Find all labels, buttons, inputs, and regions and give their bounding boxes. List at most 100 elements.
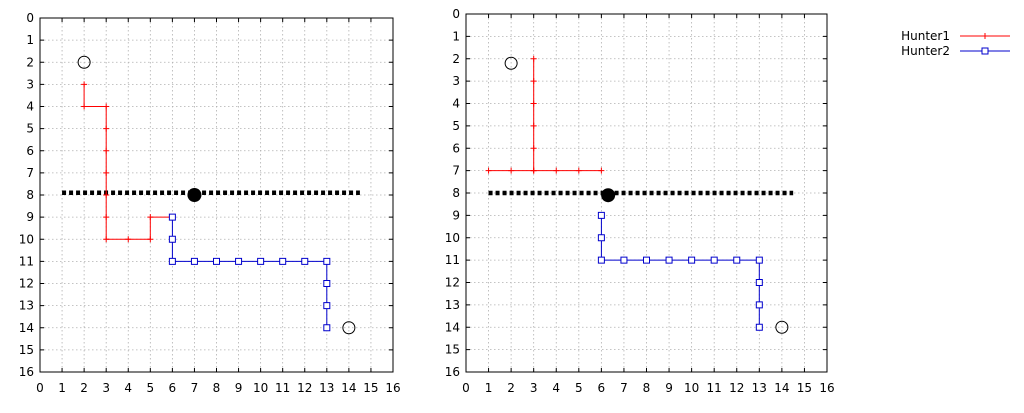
series-line-hunter2 (600, 215, 760, 328)
x-tick-label: 7 (620, 381, 628, 395)
y-tick-label: 0 (26, 11, 34, 25)
x-tick-label: 4 (552, 381, 560, 395)
y-tick-label: 11 (445, 253, 460, 267)
x-tick-label: 5 (146, 381, 154, 395)
legend-label-hunter1: Hunter1 (901, 29, 950, 43)
series-point-hunter2 (279, 257, 287, 265)
x-tick-label: 9 (235, 381, 243, 395)
y-tick-label: 4 (452, 97, 460, 111)
x-tick-label: 9 (665, 381, 673, 395)
y-tick-label: 5 (452, 119, 460, 133)
x-tick-label: 14 (341, 381, 356, 395)
target-marker (187, 188, 202, 202)
y-tick-label: 7 (26, 166, 34, 180)
y-tick-label: 8 (452, 186, 460, 200)
y-tick-label: 3 (452, 74, 460, 88)
x-tick-label: 7 (191, 381, 199, 395)
y-tick-label: 12 (445, 276, 460, 290)
start-marker (504, 56, 518, 70)
x-tick-label: 13 (752, 381, 767, 395)
y-tick-label: 12 (19, 277, 34, 291)
series-point-hunter2 (323, 257, 331, 265)
x-tick-label: 14 (774, 381, 789, 395)
y-tick-label: 8 (26, 188, 34, 202)
start-marker (342, 321, 356, 335)
x-tick-label: 11 (707, 381, 722, 395)
left-chart: 0 1 2 3 4 5 6 7 8 9 10 11 12 13 14 15 160123456789101112… (19, 11, 401, 395)
series-point-hunter2 (620, 256, 628, 264)
series-point-hunter2 (755, 301, 763, 309)
x-tick-label: 11 (275, 381, 290, 395)
x-tick-label: 16 (819, 381, 834, 395)
series-point-hunter2 (257, 257, 265, 265)
series-point-hunter2 (168, 213, 176, 221)
y-tick-label: 2 (26, 55, 34, 69)
y-tick-label: 9 (26, 210, 34, 224)
x-tick-label: 0 (462, 381, 470, 395)
x-tick-label: 12 (729, 381, 744, 395)
series-point-hunter2 (643, 256, 650, 264)
x-tick-label: 5 (575, 381, 583, 395)
y-tick-label: 13 (19, 299, 34, 313)
legend-label-hunter2: Hunter2 (901, 44, 950, 58)
y-tick-label: 13 (445, 298, 460, 312)
legend: Hunter1 Hunter2 (901, 29, 1010, 58)
y-tick-label: 15 (445, 343, 460, 357)
y-tick-label: 14 (445, 320, 460, 334)
y-tick-label: 14 (19, 321, 34, 335)
x-tick-label: 3 (102, 381, 110, 395)
x-tick-label: 13 (319, 381, 334, 395)
series-point-hunter2 (235, 257, 243, 265)
y-tick-label: 5 (26, 122, 34, 136)
x-tick-label: 12 (297, 381, 312, 395)
target-marker (601, 188, 616, 203)
x-tick-label: 1 (58, 381, 66, 395)
right-chart: 0 1 2 3 4 5 6 7 8 9 10 11 12 13 14 15 160123456789101112… (445, 7, 835, 395)
x-tick-label: 2 (507, 381, 515, 395)
y-tick-label: 0 (452, 7, 460, 21)
start-marker (775, 320, 789, 334)
y-tick-label: 2 (452, 52, 460, 66)
series-point-hunter2 (755, 279, 763, 286)
y-tick-label: 15 (19, 343, 34, 357)
legend-marker-hunter2 (981, 47, 989, 55)
series-point-hunter2 (323, 324, 331, 332)
series-point-hunter2 (190, 257, 198, 265)
x-tick-label: 4 (124, 381, 132, 395)
x-tick-label: 10 (253, 381, 268, 395)
y-tick-label: 16 (19, 365, 34, 379)
x-tick-label: 8 (643, 381, 651, 395)
y-tick-label: 16 (445, 365, 460, 379)
x-tick-label: 1 (485, 381, 493, 395)
series-point-hunter2 (597, 234, 605, 242)
y-tick-label: 6 (452, 141, 460, 155)
series-point-hunter2 (597, 256, 605, 264)
x-tick-label: 0 (36, 381, 44, 395)
series-point-hunter2 (665, 256, 673, 264)
series-line-hunter1 (488, 58, 602, 172)
y-tick-label: 6 (26, 144, 34, 158)
series-point-hunter2 (168, 257, 176, 265)
series-point-hunter2 (323, 302, 331, 310)
x-tick-label: 6 (169, 381, 177, 395)
x-tick-label: 6 (598, 381, 606, 395)
series-point-hunter2 (213, 257, 220, 265)
x-tick-label: 2 (80, 381, 88, 395)
series-line-hunter2 (171, 217, 328, 328)
series-point-hunter2 (597, 211, 605, 219)
series-point-hunter2 (733, 256, 741, 264)
series-point-hunter2 (323, 280, 331, 287)
series-point-hunter2 (755, 323, 763, 331)
y-tick-label: 11 (19, 254, 34, 268)
y-tick-label: 7 (452, 164, 460, 178)
series-point-hunter2 (755, 256, 763, 264)
x-tick-label: 15 (363, 381, 378, 395)
series-point-hunter2 (168, 235, 176, 243)
series-point-hunter2 (688, 256, 696, 264)
y-tick-label: 1 (26, 33, 34, 47)
start-marker (77, 55, 91, 69)
x-tick-label: 3 (530, 381, 538, 395)
x-tick-label: 8 (213, 381, 221, 395)
x-tick-label: 16 (385, 381, 400, 395)
